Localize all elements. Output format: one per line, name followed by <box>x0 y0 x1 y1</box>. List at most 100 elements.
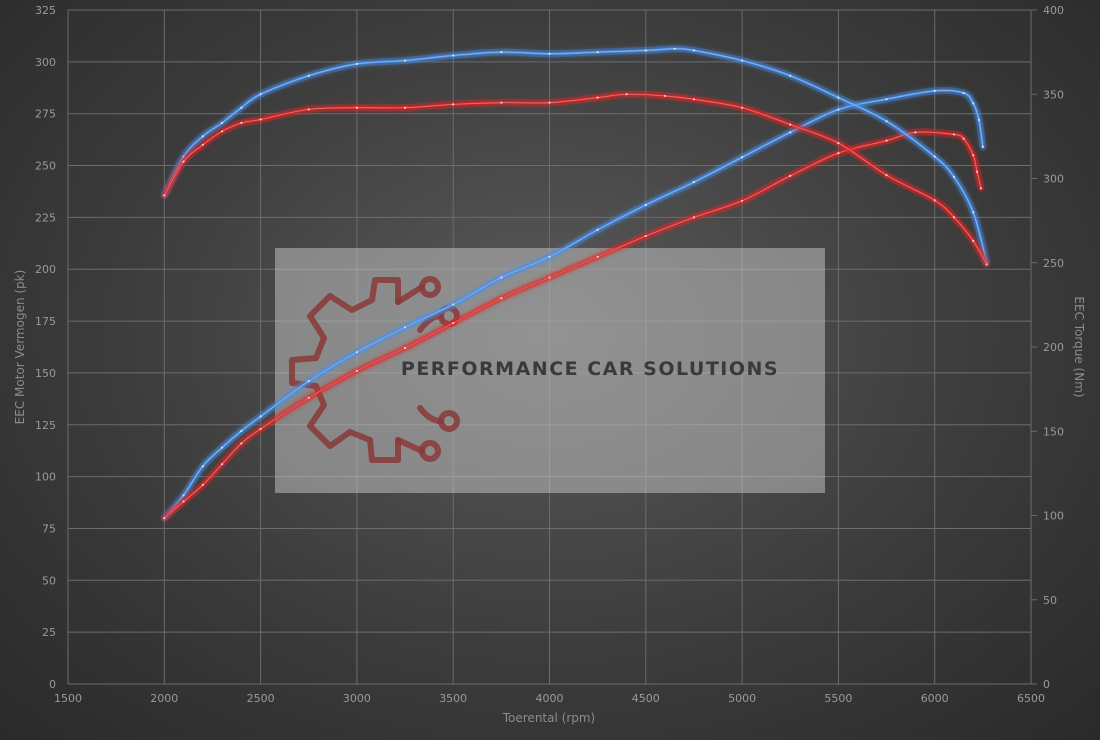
data-point <box>789 174 792 178</box>
curve-left-blue-highlight <box>163 90 984 519</box>
data-point <box>307 108 310 111</box>
data-point <box>548 255 551 258</box>
data-point <box>885 98 888 101</box>
data-point <box>240 121 243 124</box>
gear-logo-icon <box>289 276 460 463</box>
data-point <box>452 103 455 106</box>
data-point <box>979 187 983 190</box>
data-point <box>692 98 696 101</box>
y-right-tick-label: 250 <box>1043 257 1064 270</box>
data-point <box>240 106 243 109</box>
data-point <box>452 322 455 325</box>
y-left-tick-label: 225 <box>35 211 56 224</box>
data-point <box>789 131 792 134</box>
y-left-tick-label: 125 <box>35 419 56 432</box>
x-tick-label: 4500 <box>632 692 660 705</box>
curve-right-blue-highlight <box>163 48 988 263</box>
y-right-tick-label: 100 <box>1043 510 1064 523</box>
data-point <box>644 49 647 52</box>
y-left-tick-label: 75 <box>42 522 56 535</box>
data-point <box>933 155 936 158</box>
data-point <box>596 96 599 99</box>
y-left-tick-label: 325 <box>35 4 56 17</box>
data-point <box>259 415 262 418</box>
data-point <box>741 156 744 159</box>
data-point <box>741 106 744 109</box>
x-tick-label: 2000 <box>150 692 178 705</box>
data-point <box>500 51 503 54</box>
data-point <box>403 59 407 62</box>
data-point <box>596 51 599 54</box>
y-left-tick-label: 25 <box>42 626 56 639</box>
data-point <box>240 429 243 433</box>
data-point <box>952 133 956 136</box>
data-point <box>307 74 310 77</box>
data-point <box>692 216 696 219</box>
y-left-tick-label: 300 <box>35 56 56 69</box>
data-point <box>182 155 185 158</box>
data-point <box>163 516 166 520</box>
data-point <box>201 465 204 468</box>
y-left-tick-label: 250 <box>35 160 56 173</box>
data-point <box>201 483 204 487</box>
data-point <box>182 160 185 163</box>
data-point <box>885 174 888 177</box>
y-right-tick-label: 50 <box>1043 594 1057 607</box>
y-left-tick-label: 0 <box>49 678 56 691</box>
data-point <box>663 94 667 98</box>
data-point <box>355 351 358 354</box>
data-point <box>500 297 503 300</box>
y-right-axis-title: EEC Torque (Nm) <box>1072 296 1086 397</box>
data-point <box>500 276 503 279</box>
data-point <box>259 93 262 96</box>
watermark-text: PERFORMANCE CAR SOLUTIONS <box>401 358 779 380</box>
data-point <box>644 234 647 238</box>
x-axis-title: Toerental (rpm) <box>502 711 595 725</box>
data-point <box>952 175 956 178</box>
data-point <box>452 54 455 57</box>
data-point <box>837 142 840 145</box>
y-left-tick-label: 200 <box>35 263 56 276</box>
data-point <box>975 170 979 173</box>
data-point <box>673 47 676 50</box>
data-point <box>355 369 358 372</box>
x-tick-label: 5000 <box>728 692 756 705</box>
data-point <box>977 118 981 122</box>
data-point <box>403 326 407 329</box>
x-tick-label: 2500 <box>247 692 275 705</box>
data-point <box>985 263 988 266</box>
data-point <box>692 49 696 52</box>
data-point <box>972 154 975 157</box>
data-point <box>307 396 310 399</box>
tick-labels: 1500 2000 2500 3000 3500 4000 4500 5000 5500 6000… <box>35 4 1064 705</box>
data-point <box>355 62 358 66</box>
x-tick-label: 6000 <box>921 692 949 705</box>
data-point <box>741 59 744 62</box>
x-tick-label: 3000 <box>343 692 371 705</box>
y-right-tick-label: 0 <box>1043 678 1050 691</box>
data-point <box>837 151 840 155</box>
data-point <box>596 228 599 231</box>
data-point <box>885 139 888 142</box>
x-tick-label: 4000 <box>536 692 564 705</box>
y-right-tick-label: 400 <box>1043 4 1064 17</box>
data-point <box>789 123 792 126</box>
data-point <box>972 239 975 242</box>
y-left-tick-label: 50 <box>42 574 56 587</box>
x-tick-label: 6500 <box>1017 692 1045 705</box>
data-point <box>259 427 262 431</box>
watermark-box <box>275 248 825 493</box>
data-point <box>220 463 224 466</box>
data-point <box>952 216 956 219</box>
x-tick-label: 1500 <box>54 692 82 705</box>
data-point <box>837 96 840 99</box>
y-right-tick-label: 300 <box>1043 173 1064 186</box>
data-point <box>240 442 243 445</box>
curve-left-blue <box>163 89 984 520</box>
data-point <box>220 446 224 449</box>
data-point <box>625 93 628 96</box>
data-point <box>452 303 455 306</box>
y-right-tick-label: 350 <box>1043 88 1064 101</box>
y-left-tick-label: 175 <box>35 315 56 328</box>
